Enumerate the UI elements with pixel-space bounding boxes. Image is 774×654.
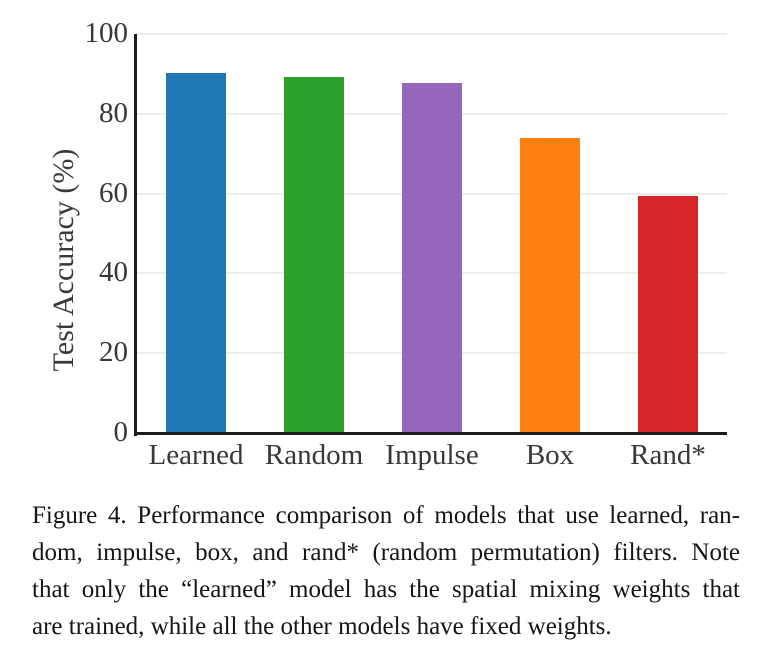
bar-rand	[638, 195, 698, 433]
x-tick-label-impulse: Impulse	[385, 439, 479, 471]
bar-impulse	[402, 83, 462, 433]
y-tick-label-0: 0	[113, 415, 129, 448]
caption-line-3: that only the “learned” model has the sp…	[32, 576, 740, 603]
caption-line-2: dom, impulse, box, and rand* (random per…	[32, 539, 740, 566]
x-tick-label-learned: Learned	[148, 439, 244, 471]
y-tick-label-60: 60	[99, 176, 128, 209]
x-tick-label-rand: Rand*	[630, 439, 706, 471]
bar-learned	[166, 73, 226, 433]
caption-line-1: Figure 4. Performance comparison of mode…	[32, 502, 740, 529]
x-axis-line	[134, 432, 727, 435]
x-tick-label-box: Box	[525, 439, 575, 471]
caption-line-4: are trained, while all the other models …	[32, 613, 612, 640]
y-tick-label-20: 20	[99, 336, 128, 369]
figure-caption: Figure 4. Performance comparison of mode…	[32, 497, 740, 645]
y-axis-line	[134, 34, 137, 436]
x-tick-label-random: Random	[264, 439, 364, 471]
gridline-100	[137, 33, 727, 35]
y-tick-label-100: 100	[84, 16, 129, 49]
bar-random	[284, 76, 344, 433]
bar-chart: Test Accuracy (%) 0 20 40 60 80 100 Learned Ran…	[47, 16, 727, 471]
bar-box	[520, 137, 580, 433]
y-tick-label-40: 40	[99, 256, 128, 289]
y-tick-label-80: 80	[99, 96, 128, 129]
